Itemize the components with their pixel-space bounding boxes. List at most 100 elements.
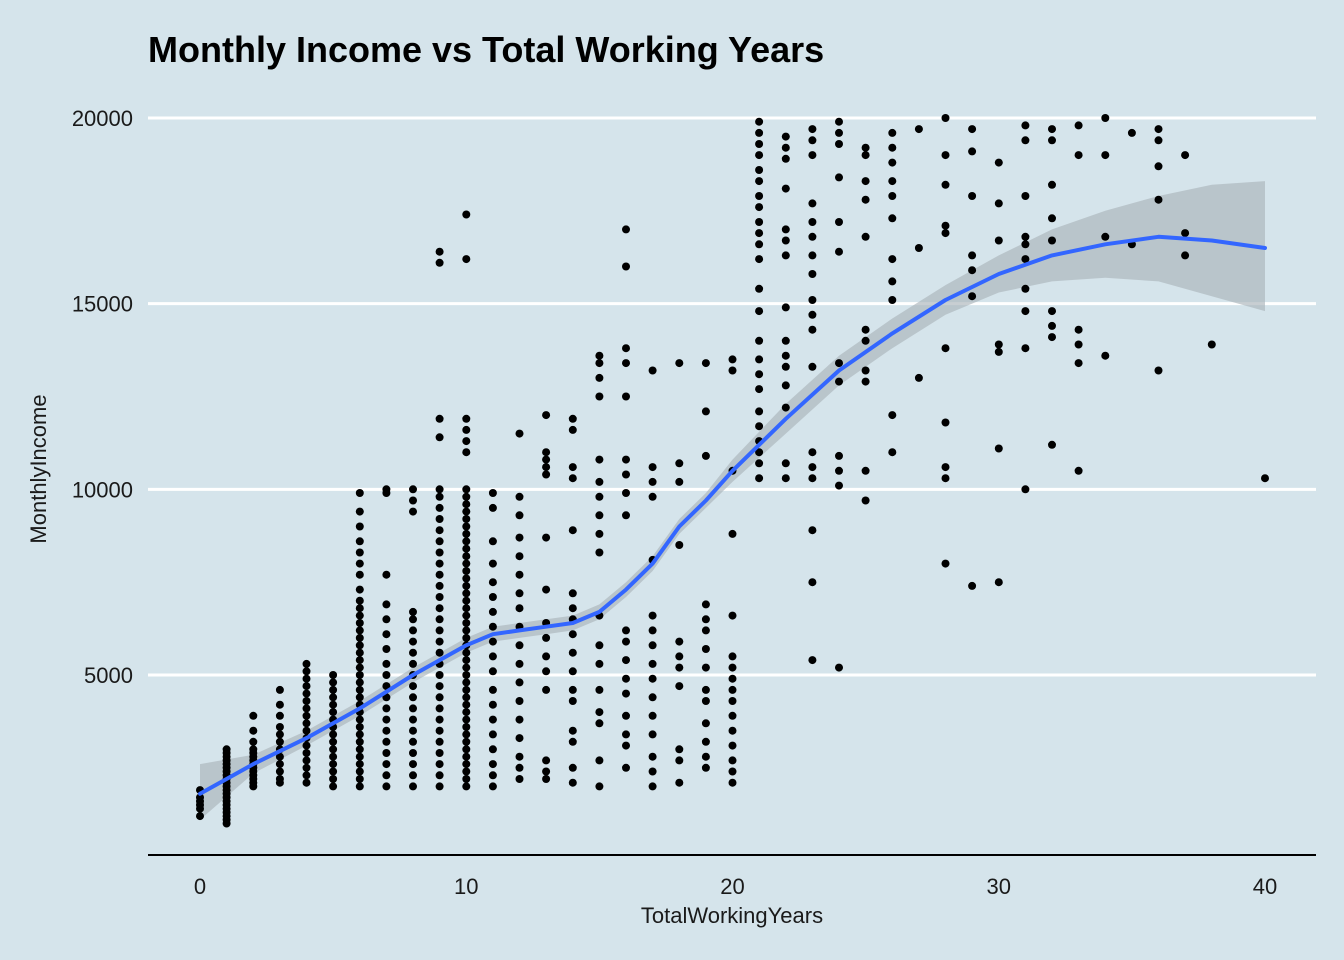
data-point [462,767,471,776]
data-point [249,737,258,746]
data-point [1021,136,1030,145]
data-point [302,771,311,780]
data-point [302,659,311,668]
data-point [435,515,444,523]
data-point [435,247,444,256]
data-point [888,128,897,137]
data-point [329,671,338,679]
data-point [329,760,338,769]
data-point [542,767,551,776]
data-point [595,529,604,538]
data-point [648,463,657,472]
data-point [808,578,817,587]
data-point [1181,151,1190,160]
data-point [355,723,364,731]
y-tick-label: 10000 [72,477,133,502]
data-point [861,177,870,186]
data-point [968,147,977,156]
data-point [382,760,391,769]
data-point [675,682,684,691]
x-tick-label: 0 [194,874,206,899]
data-point [781,381,790,390]
data-point [622,470,630,479]
data-point [355,559,364,568]
data-point [781,459,790,468]
data-point [462,626,471,635]
data-point [462,210,471,219]
data-point [409,485,417,494]
data-point [568,604,577,613]
data-point [568,763,577,772]
data-point [462,619,471,627]
data-point [755,255,764,264]
data-point [1021,240,1030,249]
data-point [1048,236,1056,245]
data-point [755,307,764,316]
data-point [488,667,497,676]
data-point [595,455,604,464]
data-point [275,730,284,739]
data-point [329,782,338,791]
data-point [462,589,471,598]
data-point [728,767,737,776]
data-point [462,507,471,516]
data-point [462,775,471,783]
data-point [888,277,897,286]
data-point [835,451,843,460]
data-point [914,244,923,252]
data-point [435,433,444,442]
smooth-line [198,234,1267,796]
data-point [728,663,737,672]
data-point [622,626,630,635]
data-point [648,492,657,501]
data-point [382,704,391,713]
data-point [488,503,497,512]
data-point [755,370,764,379]
data-point [355,489,364,497]
data-point [595,351,604,360]
x-tick-label: 40 [1253,874,1277,899]
data-point [595,708,604,717]
data-point [435,593,444,601]
data-point [1048,307,1056,316]
data-point [462,663,471,672]
data-point [622,741,630,750]
y-tick-labels: 5000 10000 15000 20000 [72,106,133,688]
data-point [435,559,444,568]
data-point [488,652,497,661]
x-axis-title: TotalWorkingYears [641,903,823,928]
data-point [355,596,364,605]
data-point [515,678,524,687]
data-point [1048,125,1056,134]
data-point [462,671,471,679]
data-point [595,685,604,694]
data-point [994,158,1003,167]
data-point [488,489,497,497]
data-point [435,760,444,769]
data-point [781,362,790,371]
data-point [675,745,684,754]
data-point [568,667,577,676]
data-point [382,771,391,780]
data-point [622,763,630,772]
data-point [355,775,364,783]
data-point [755,117,764,126]
data-point [355,678,364,687]
data-point [1154,136,1163,145]
data-point [462,515,471,523]
data-point [701,763,710,772]
data-point [728,741,737,750]
data-point [302,778,311,787]
data-point [302,756,311,765]
data-point [568,463,577,472]
data-point [462,745,471,754]
data-point [728,685,737,694]
data-point [808,463,817,472]
data-point [302,711,311,720]
data-point [382,615,391,624]
data-point [808,325,817,334]
data-point [462,708,471,717]
data-point [622,489,630,497]
data-point [755,448,764,457]
data-point [1021,232,1030,241]
